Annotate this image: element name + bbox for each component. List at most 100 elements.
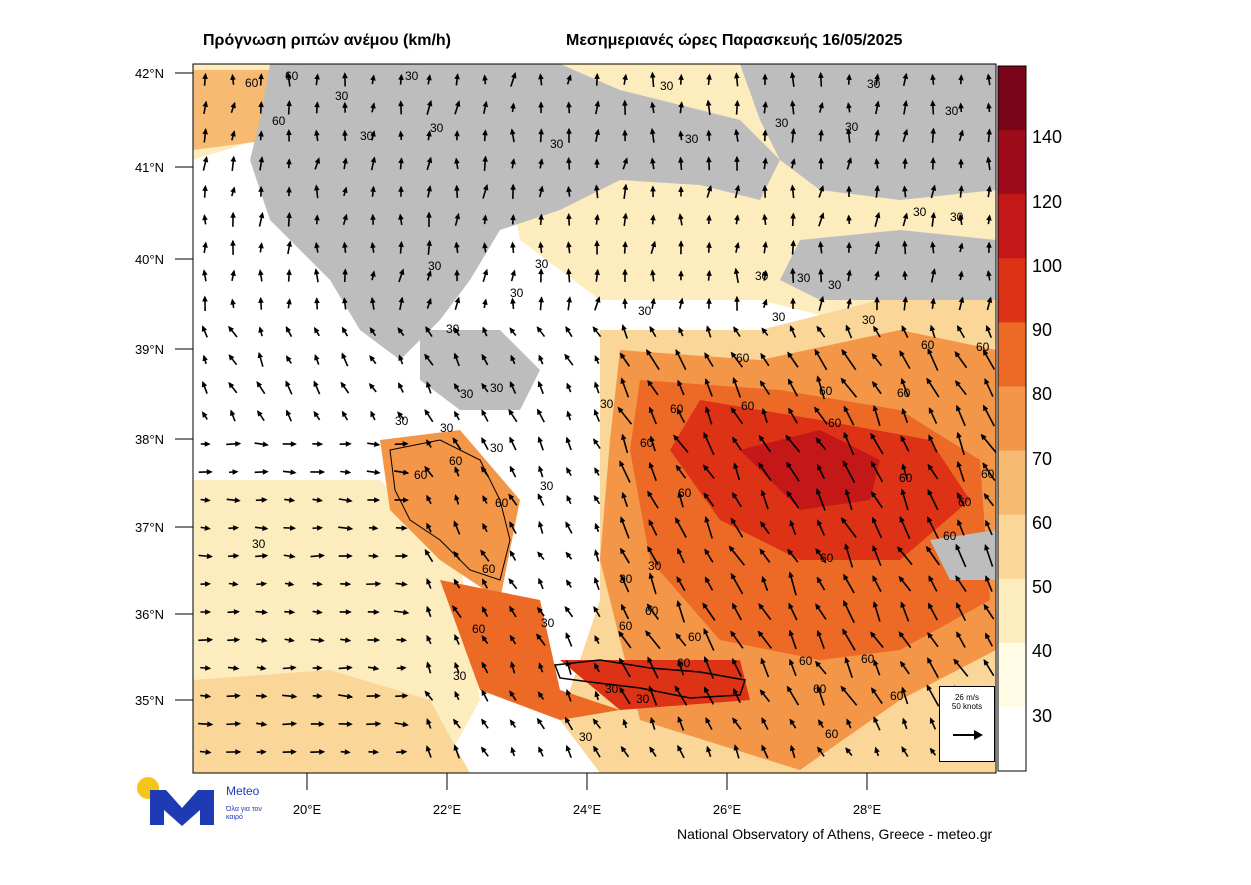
wind-vector bbox=[845, 324, 853, 339]
gust-area-south bbox=[440, 580, 620, 720]
wind-vector bbox=[228, 325, 238, 338]
wind-vector bbox=[902, 72, 909, 86]
wind-vector bbox=[789, 744, 796, 759]
wind-vector bbox=[286, 211, 292, 227]
logo-tagline: Όλα για τον καιρό bbox=[226, 806, 262, 821]
contour-label: 30 bbox=[845, 120, 859, 134]
wind-vector bbox=[846, 185, 852, 198]
wind-vector bbox=[342, 241, 348, 254]
wind-vector bbox=[509, 550, 517, 561]
gust-area-max bbox=[740, 430, 880, 510]
wind-vector bbox=[453, 520, 461, 535]
wind-vector bbox=[201, 380, 208, 394]
wind-vector bbox=[426, 439, 432, 448]
wind-vector bbox=[956, 460, 965, 482]
wind-vector bbox=[620, 574, 630, 593]
wind-vector bbox=[566, 382, 572, 393]
wind-vector bbox=[874, 184, 880, 198]
wind-vector bbox=[256, 721, 268, 727]
wind-vector bbox=[621, 433, 629, 454]
wind-vector bbox=[843, 405, 855, 426]
crete-outline bbox=[553, 659, 746, 699]
wind-vector bbox=[982, 349, 996, 370]
wind-vector bbox=[480, 746, 489, 757]
wind-vector bbox=[228, 581, 239, 587]
wind-vector bbox=[566, 296, 573, 311]
wind-vector bbox=[706, 325, 712, 338]
wind-vector bbox=[342, 129, 348, 141]
wind-vector bbox=[704, 352, 714, 367]
wind-vector bbox=[733, 744, 740, 759]
wind-vector bbox=[593, 745, 601, 758]
wind-vector bbox=[370, 410, 376, 421]
wind-vector bbox=[230, 211, 236, 227]
wind-vector bbox=[537, 408, 545, 423]
contour-label: 60 bbox=[272, 114, 286, 128]
wind-vector bbox=[622, 157, 628, 170]
wind-vector bbox=[958, 74, 964, 85]
wind-vector bbox=[510, 661, 516, 674]
wind-vector bbox=[256, 665, 267, 671]
wind-vector bbox=[761, 407, 768, 423]
colorbar-swatch bbox=[998, 386, 1026, 452]
wind-vector bbox=[785, 434, 801, 453]
wind-vector bbox=[706, 184, 713, 198]
wind-vector bbox=[759, 380, 771, 395]
wind-vector bbox=[869, 631, 884, 648]
wind-vector bbox=[566, 410, 572, 421]
contour-label: 60 bbox=[943, 529, 957, 543]
wind-vector bbox=[734, 295, 740, 311]
wind-vector bbox=[928, 575, 938, 592]
wind-vector bbox=[314, 157, 321, 170]
wind-vector bbox=[198, 469, 213, 475]
wind-vector bbox=[901, 463, 909, 480]
wind-vector bbox=[565, 326, 573, 338]
wind-vector bbox=[846, 73, 852, 85]
wind-vector bbox=[930, 127, 936, 143]
wind-vector bbox=[426, 130, 432, 141]
forecast-time-title: Μεσημεριανές ώρες Παρασκευής 16/05/2025 bbox=[566, 32, 903, 49]
lon-label: 26°E bbox=[712, 802, 742, 817]
wind-vector bbox=[286, 158, 292, 169]
wind-vector bbox=[396, 637, 408, 643]
wind-vector bbox=[705, 717, 713, 731]
wind-vector bbox=[282, 665, 297, 671]
wind-vector bbox=[925, 545, 940, 566]
wind-vector bbox=[647, 656, 659, 679]
wind-vector bbox=[594, 100, 601, 115]
wind-vector bbox=[789, 71, 796, 87]
wind-vector bbox=[198, 637, 214, 643]
contour-label: 30 bbox=[460, 387, 474, 401]
wind-vector bbox=[368, 749, 380, 755]
lat-ticks bbox=[175, 72, 193, 701]
wind-vector bbox=[426, 185, 432, 198]
wind-vector bbox=[482, 214, 488, 225]
wind-vector bbox=[650, 101, 656, 114]
wind-vector bbox=[678, 270, 684, 281]
wind-vector bbox=[814, 406, 828, 425]
wind-vector bbox=[900, 601, 910, 622]
central-greece-land bbox=[420, 330, 540, 410]
wind-vector bbox=[313, 326, 320, 337]
wind-vector bbox=[846, 298, 852, 309]
wind-vector bbox=[927, 632, 939, 648]
wind-vector bbox=[370, 270, 376, 281]
wind-vector bbox=[898, 631, 912, 649]
wind-vector bbox=[286, 240, 293, 255]
wind-vector bbox=[368, 553, 379, 559]
wind-vector bbox=[704, 516, 713, 539]
wind-vector bbox=[537, 520, 544, 534]
wind-vector bbox=[955, 575, 967, 593]
wind-vector bbox=[312, 693, 323, 699]
wind-vector bbox=[202, 269, 208, 282]
contour-label: 30 bbox=[453, 669, 467, 683]
colorbar-swatch bbox=[998, 514, 1026, 580]
wind-vector bbox=[509, 690, 517, 701]
wind-vector bbox=[509, 128, 516, 143]
wind-vector bbox=[622, 183, 629, 199]
contour-label: 30 bbox=[430, 121, 444, 135]
colorbar-swatch bbox=[998, 130, 1026, 195]
wind-vector bbox=[258, 211, 265, 227]
wind-vector bbox=[424, 353, 434, 366]
wind-vector bbox=[818, 268, 824, 283]
